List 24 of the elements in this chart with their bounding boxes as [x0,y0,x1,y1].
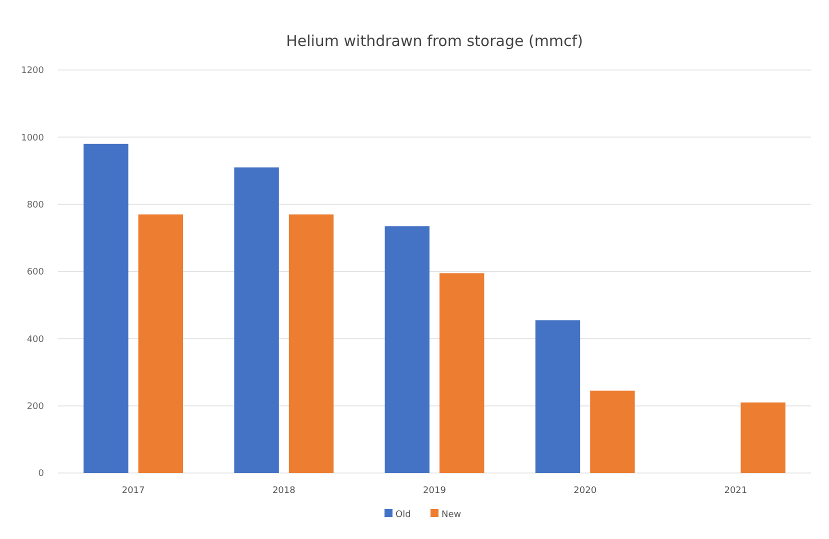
y-tick-label: 0 [38,469,44,480]
y-tick-label: 800 [26,200,44,210]
bar [384,226,430,473]
x-tick-label: 2019 [423,486,446,496]
x-tick-label: 2017 [122,486,145,496]
bar [535,320,580,473]
bar [590,390,635,473]
y-tick-label: 600 [26,268,44,278]
legend-label: Old [396,510,411,520]
bar [138,214,183,473]
bar [234,167,279,473]
x-tick-label: 2021 [724,486,748,496]
y-tick-label: 1000 [21,133,44,144]
y-tick-label: 200 [26,402,44,412]
legend-label: New [442,510,462,520]
y-tick-label: 400 [26,334,44,345]
x-tick-label: 2020 [574,486,597,496]
x-tick-label: 2018 [272,486,296,496]
chart-title: Helium withdrawn from storage (mmcf) [286,32,583,50]
y-tick-label: 1200 [21,66,44,76]
bar [288,214,334,473]
bar [84,144,128,473]
bar [440,273,484,473]
bar [740,402,786,473]
